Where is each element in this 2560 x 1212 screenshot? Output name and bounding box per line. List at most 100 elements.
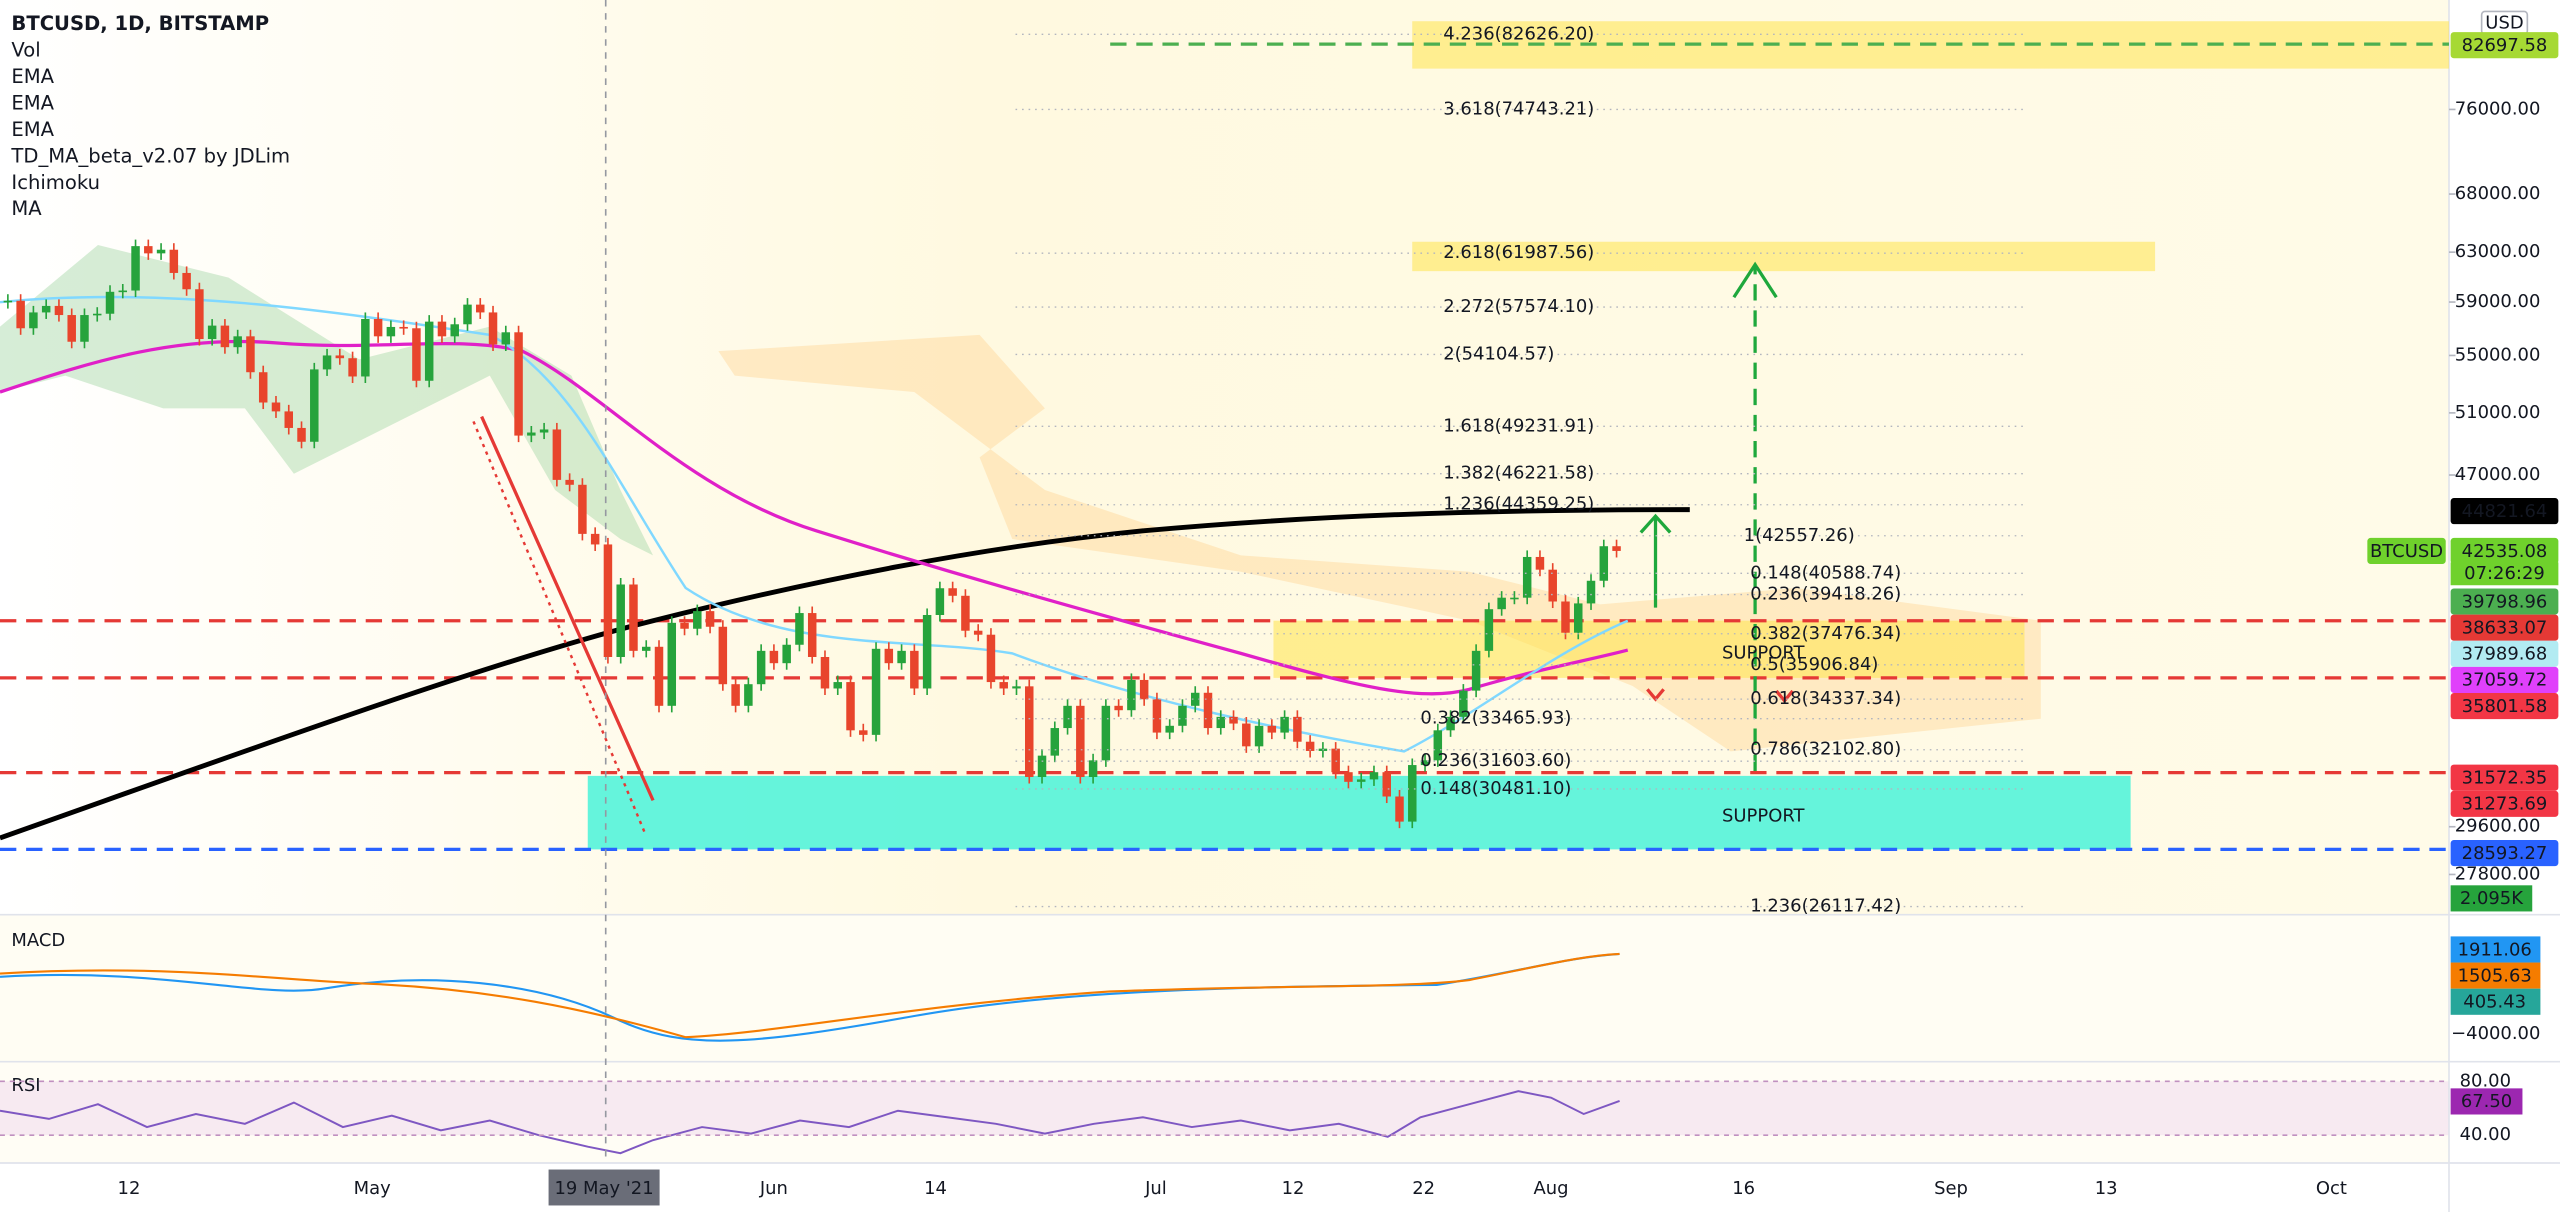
candle-body — [156, 249, 166, 254]
candle-body — [322, 355, 332, 370]
macd-tag — [2450, 962, 2541, 989]
candle-body — [144, 246, 153, 254]
candle-body — [1190, 692, 1200, 706]
candle-body — [80, 315, 89, 342]
price-tag — [2450, 692, 2559, 720]
x-tick-label: May — [354, 1178, 391, 1199]
price-tag-label: 39798.96 — [2462, 591, 2548, 612]
candle-body — [1497, 597, 1506, 610]
candle-body — [1395, 796, 1404, 822]
candle-body — [169, 249, 179, 273]
candle-body — [539, 429, 549, 433]
macd-tick-label: −4000.00 — [2451, 1023, 2540, 1044]
ema-line — [0, 339, 1629, 696]
candle-body — [859, 730, 868, 735]
candle-body — [437, 321, 447, 337]
candle-body — [399, 326, 408, 329]
candle-body — [833, 682, 842, 689]
candle-body — [1076, 705, 1085, 777]
legend-entry: MA — [11, 197, 42, 220]
candle-body — [476, 304, 485, 313]
x-tick-label: Sep — [1934, 1178, 1968, 1199]
fib-label: 1(42557.26) — [1744, 525, 1855, 546]
y-tick-label: 68000.00 — [2455, 183, 2541, 204]
countdown-box — [2450, 562, 2559, 586]
candle-body — [1088, 760, 1098, 777]
macd-tag — [2450, 936, 2541, 963]
candle-body — [1254, 725, 1264, 747]
candle-body — [1484, 609, 1494, 651]
candle-body — [820, 656, 830, 689]
legend-entry: Ichimoku — [11, 171, 100, 194]
candle-body — [884, 648, 894, 664]
trend-arrow — [472, 420, 647, 834]
y-tick-label: 51000.00 — [2455, 402, 2541, 423]
candle-body — [1025, 686, 1034, 777]
macd-tag-label: 1505.63 — [2458, 965, 2532, 986]
candle-body — [807, 613, 817, 657]
volume-tag-label: 2.095K — [2460, 888, 2524, 909]
candle-body — [16, 300, 25, 329]
candle-body — [514, 332, 523, 436]
rsi-tick-label: 80.00 — [2460, 1070, 2511, 1091]
candle-body — [297, 427, 306, 442]
price-tag-label: 42535.08 — [2462, 541, 2548, 562]
candle-body — [220, 325, 230, 348]
candle-body — [1369, 772, 1379, 780]
price-tag — [2450, 537, 2559, 565]
candle-body — [1344, 772, 1353, 782]
candle-body — [258, 372, 268, 403]
candle-body — [590, 533, 600, 545]
candle-body — [1127, 679, 1136, 711]
candle-body — [1548, 569, 1557, 602]
candle-body — [182, 272, 191, 290]
candle-body — [1293, 716, 1302, 742]
x-tick-label: 16 — [1732, 1178, 1755, 1199]
fib-label: 0.382(33465.93) — [1420, 708, 1571, 729]
candle-body — [1420, 760, 1430, 766]
candle-body — [565, 479, 574, 485]
candle-body — [782, 644, 791, 664]
support-zone — [587, 775, 2131, 850]
candle-body — [412, 328, 421, 381]
signal-line — [0, 952, 1620, 1039]
candle-body — [795, 613, 804, 645]
x-tick-label: 19 May '21 — [555, 1178, 654, 1199]
fib-label: 1.236(44359.25) — [1443, 494, 1594, 515]
legend: BTCUSD, 1D, BITSTAMP Vol EMA EMA EMA TD_MA_be… — [10, 12, 290, 220]
candle-body — [348, 358, 357, 377]
ichimoku-cloud — [0, 245, 654, 556]
candle-body — [67, 315, 76, 342]
fib-label: 2.618(61987.56) — [1443, 242, 1594, 263]
price-tag — [2450, 614, 2559, 641]
fib-label: 1.236(26117.42) — [1750, 896, 1901, 917]
x-tick-label: 22 — [1412, 1178, 1435, 1199]
price-tag-label: 37989.68 — [2462, 644, 2548, 665]
rsi-tick-label: 40.00 — [2460, 1124, 2511, 1145]
candle-body — [731, 684, 740, 706]
legend-entry: TD_MA_beta_v2.07 by JDLim — [10, 144, 290, 167]
candle-body — [641, 646, 651, 651]
fib-label: 0.382(37476.34) — [1750, 623, 1901, 644]
candle-body — [1165, 725, 1174, 733]
candle-body — [488, 312, 498, 345]
candle-body — [1599, 546, 1609, 581]
price-tag — [2450, 839, 2559, 867]
candle-body — [1050, 728, 1060, 756]
crosshair-date-box — [548, 1169, 660, 1206]
rsi-band — [0, 1081, 2449, 1136]
rsi-tag — [2450, 1088, 2523, 1115]
candle-body — [1063, 705, 1072, 729]
x-tick-label: Aug — [1533, 1178, 1568, 1199]
candle-body — [424, 321, 434, 381]
candle-body — [578, 484, 587, 534]
price-tag-label: 44821.64 — [2462, 501, 2548, 522]
candle-body — [999, 682, 1008, 689]
candle-body — [897, 650, 906, 664]
candle-body — [527, 432, 536, 436]
legend-entry: EMA — [11, 118, 54, 141]
price-tag — [2450, 32, 2559, 59]
rsi-tag-label: 67.50 — [2461, 1091, 2512, 1112]
candle-body — [41, 305, 51, 313]
candle-body — [629, 584, 638, 651]
